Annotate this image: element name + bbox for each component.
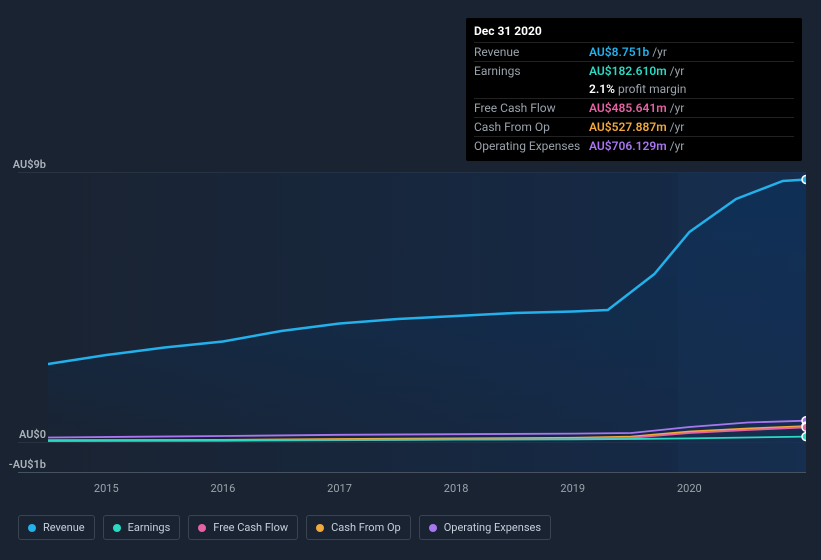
chart-tooltip: Dec 31 2020RevenueAU$8.751b /yrEarningsA… — [466, 18, 802, 161]
tooltip-row-unit: /yr — [670, 120, 685, 134]
legend-item-operating-expenses[interactable]: Operating Expenses — [419, 515, 551, 540]
legend-label: Operating Expenses — [444, 521, 541, 534]
end-marker-earnings — [802, 433, 806, 441]
end-marker-free-cash-flow — [802, 423, 806, 431]
legend-item-earnings[interactable]: Earnings — [103, 515, 181, 540]
tooltip-row-unit: /yr — [652, 45, 667, 59]
tooltip-row-label: Earnings — [474, 64, 589, 78]
x-axis-label: 2016 — [203, 482, 243, 495]
chart-legend: Revenue Earnings Free Cash Flow Cash From O… — [18, 515, 551, 540]
legend-dot-icon — [28, 524, 36, 532]
tooltip-row-value: AU$527.887m — [589, 120, 667, 134]
chart-plot-area — [48, 172, 806, 472]
tooltip-row-label — [474, 82, 589, 96]
tooltip-row-label: Cash From Op — [474, 120, 589, 134]
tooltip-row: EarningsAU$182.610m /yr — [474, 61, 794, 80]
legend-dot-icon — [429, 524, 437, 532]
x-axis-label: 2019 — [553, 482, 593, 495]
tooltip-row-label: Operating Expenses — [474, 139, 589, 153]
tooltip-date: Dec 31 2020 — [474, 24, 794, 38]
legend-item-free-cash-flow[interactable]: Free Cash Flow — [188, 515, 298, 540]
financials-chart: Dec 31 2020RevenueAU$8.751b /yrEarningsA… — [0, 0, 821, 560]
x-axis-label: 2015 — [86, 482, 126, 495]
legend-label: Cash From Op — [331, 521, 401, 534]
tooltip-row: Cash From OpAU$527.887m /yr — [474, 117, 794, 136]
tooltip-row-label: Free Cash Flow — [474, 101, 589, 115]
legend-label: Free Cash Flow — [213, 521, 288, 534]
tooltip-row: Operating ExpensesAU$706.129m /yr — [474, 136, 794, 155]
y-axis-label: AU$9b — [0, 158, 46, 171]
tooltip-row: RevenueAU$8.751b /yr — [474, 42, 794, 61]
legend-item-cash-from-op[interactable]: Cash From Op — [306, 515, 411, 540]
tooltip-row-unit: /yr — [670, 139, 685, 153]
legend-label: Earnings — [128, 521, 171, 534]
x-axis-label: 2017 — [320, 482, 360, 495]
gridline — [18, 472, 806, 473]
x-axis-label: 2020 — [669, 482, 709, 495]
tooltip-row-label: Revenue — [474, 45, 589, 59]
legend-dot-icon — [316, 524, 324, 532]
tooltip-row-value: AU$706.129m — [589, 139, 667, 153]
legend-item-revenue[interactable]: Revenue — [18, 515, 95, 540]
tooltip-row-unit: profit margin — [618, 82, 686, 96]
tooltip-row-unit: /yr — [670, 64, 685, 78]
legend-dot-icon — [198, 524, 206, 532]
tooltip-row-value: AU$8.751b — [589, 45, 649, 59]
y-axis-label: AU$0 — [0, 428, 46, 441]
tooltip-row: Free Cash FlowAU$485.641m /yr — [474, 98, 794, 117]
y-axis-label: -AU$1b — [0, 458, 46, 471]
x-axis-label: 2018 — [436, 482, 476, 495]
legend-label: Revenue — [43, 521, 85, 534]
legend-dot-icon — [113, 524, 121, 532]
tooltip-row-value: AU$485.641m — [589, 101, 667, 115]
tooltip-row: 2.1% profit margin — [474, 80, 794, 98]
tooltip-row-value: AU$182.610m — [589, 64, 667, 78]
end-marker-revenue — [802, 176, 806, 184]
tooltip-row-unit: /yr — [670, 101, 685, 115]
tooltip-row-value: 2.1% — [589, 82, 615, 96]
